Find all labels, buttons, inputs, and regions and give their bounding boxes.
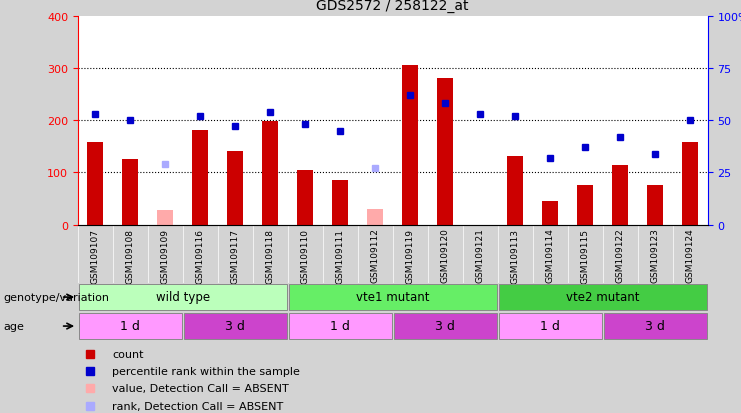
Text: GSM109107: GSM109107	[91, 228, 100, 283]
Text: GSM109121: GSM109121	[476, 228, 485, 283]
Bar	[612, 165, 628, 225]
Text: GSM109115: GSM109115	[581, 228, 590, 283]
Bar	[499, 284, 707, 311]
Bar	[122, 160, 138, 225]
Text: genotype/variation: genotype/variation	[4, 292, 110, 302]
Bar	[297, 170, 313, 225]
Text: GSM109112: GSM109112	[370, 228, 379, 283]
Bar	[393, 313, 496, 339]
Bar	[184, 313, 287, 339]
Bar	[648, 186, 663, 225]
Bar	[289, 284, 496, 311]
Bar	[437, 79, 453, 225]
Text: 3 d: 3 d	[435, 319, 455, 332]
Text: GSM109122: GSM109122	[616, 228, 625, 282]
Text: 1 d: 1 d	[120, 319, 140, 332]
Text: GSM109118: GSM109118	[266, 228, 275, 283]
Bar	[157, 211, 173, 225]
Bar	[499, 313, 602, 339]
Bar	[682, 143, 698, 225]
Bar	[227, 152, 243, 225]
Text: percentile rank within the sample: percentile rank within the sample	[113, 366, 300, 376]
Bar	[79, 313, 182, 339]
Text: 1 d: 1 d	[540, 319, 560, 332]
Bar	[604, 313, 707, 339]
Text: 1 d: 1 d	[330, 319, 350, 332]
Bar	[262, 122, 278, 225]
Text: value, Detection Call = ABSENT: value, Detection Call = ABSENT	[113, 383, 289, 394]
Bar	[79, 284, 287, 311]
Bar	[402, 66, 418, 225]
Bar	[333, 181, 348, 225]
Text: rank, Detection Call = ABSENT: rank, Detection Call = ABSENT	[113, 401, 284, 411]
Text: GSM109113: GSM109113	[511, 228, 519, 283]
Bar	[542, 202, 558, 225]
Text: 3 d: 3 d	[645, 319, 665, 332]
Text: GSM109116: GSM109116	[196, 228, 205, 283]
Text: GSM109119: GSM109119	[406, 228, 415, 283]
Text: vte1 mutant: vte1 mutant	[356, 290, 430, 303]
Text: GSM109114: GSM109114	[545, 228, 555, 283]
Text: GSM109110: GSM109110	[301, 228, 310, 283]
Bar	[368, 209, 383, 225]
Bar	[87, 143, 103, 225]
Title: GDS2572 / 258122_at: GDS2572 / 258122_at	[316, 0, 469, 13]
Bar	[193, 130, 208, 225]
Text: vte2 mutant: vte2 mutant	[566, 290, 639, 303]
Text: GSM109124: GSM109124	[685, 228, 694, 282]
Text: 3 d: 3 d	[225, 319, 245, 332]
Bar	[289, 313, 392, 339]
Text: GSM109123: GSM109123	[651, 228, 659, 283]
Text: GSM109109: GSM109109	[161, 228, 170, 283]
Text: wild type: wild type	[156, 290, 210, 303]
Bar	[508, 156, 523, 225]
Text: count: count	[113, 349, 144, 359]
Text: age: age	[4, 321, 24, 331]
Text: GSM109108: GSM109108	[126, 228, 135, 283]
Text: GSM109117: GSM109117	[230, 228, 240, 283]
Bar	[577, 186, 593, 225]
Text: GSM109111: GSM109111	[336, 228, 345, 283]
Text: GSM109120: GSM109120	[441, 228, 450, 283]
